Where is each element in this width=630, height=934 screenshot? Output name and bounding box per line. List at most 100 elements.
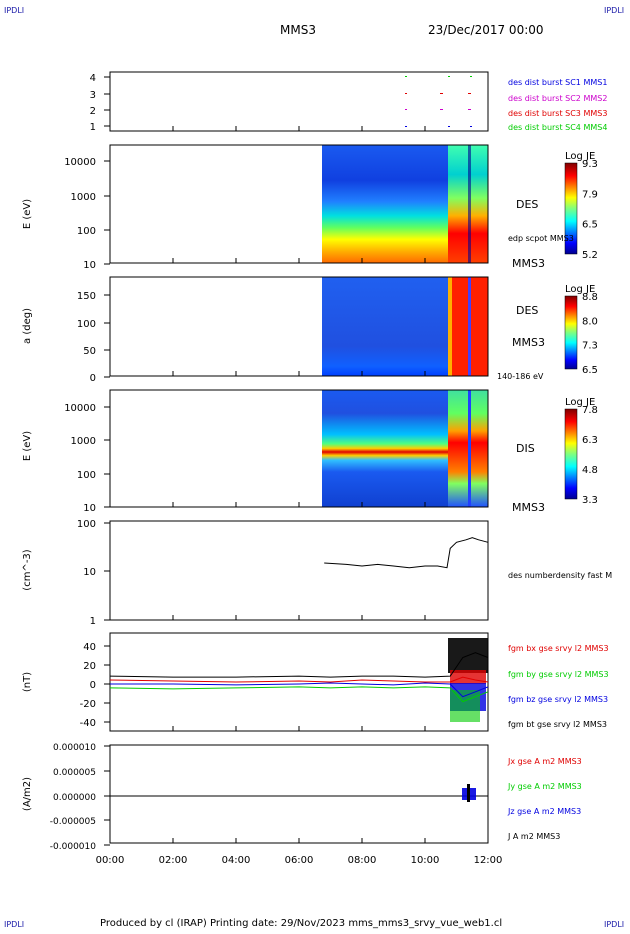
panel-burst [109,71,489,132]
xtick-label: 08:00 [348,855,377,866]
desE-colorbar-tick: 7.9 [582,189,598,200]
cur-ytick-label: 0.000005 [53,768,96,778]
desP-ytick-label: 100 [77,319,96,330]
cur-legend-entry: Jx gse A m2 MMS3 [507,757,582,766]
fgm-noise-red [450,670,486,684]
fgm-ytick-label: -20 [80,699,96,710]
xtick-label: 12:00 [474,855,503,866]
fgm-legend-entry: fgm bx gse srvy l2 MMS3 [508,644,609,653]
fgm-legend-entry: fgm by gse srvy l2 MMS3 [508,670,609,679]
dens-legend-entry: des numberdensity fast M [508,571,612,580]
disE-ylabel: E (eV) [22,431,33,461]
desP-ytick-label: 150 [77,291,96,302]
dens-ytick-label: 10 [83,567,96,578]
fgm-series-line [109,686,489,703]
disE-ytick-label: 1000 [71,436,96,447]
panel-dis-energy [109,389,489,508]
desE-side-label: edp scpot MMS3 [508,234,574,243]
desE-side-label: MMS3 [512,257,545,270]
dens-ytick-label: 100 [77,519,96,530]
desP-side-label: DES [516,304,538,317]
colorbar-des-pitch [564,295,578,370]
cur-ytick-label: -0.000005 [50,817,96,827]
cur-ylabel: (A/m2) [22,777,33,811]
burst-ytick-label: 3 [90,90,96,101]
fgm-noise-green [450,690,480,722]
fgm-series-line [109,652,489,678]
dens-ylabel: (cm^-3) [22,549,33,590]
fgm-legend-entry: fgm bt gse srvy l2 MMS3 [508,720,607,729]
corner-label-top-right: IPDLI [604,6,625,15]
desP-colorbar-title: Log JE [565,284,595,295]
panel-density [109,520,489,621]
disE-side-label: MMS3 [512,501,545,514]
fgm-ytick-label: 40 [83,642,96,653]
disE-colorbar-tick: 3.3 [582,495,598,506]
disE-colorbar-tick: 4.8 [582,465,598,476]
xtick-label: 02:00 [159,855,188,866]
cur-ytick-label: 0.000000 [53,793,96,803]
fgm-legend-entry: fgm bz gse srvy l2 MMS3 [508,695,608,704]
desP-colorbar-tick: 7.3 [582,341,598,352]
corner-label-bottom-left: IPDLI [4,920,25,929]
panel-current [109,744,489,844]
desE-colorbar-tick: 5.2 [582,250,598,261]
cur-ytick-label: -0.000010 [50,842,96,852]
burst-legend-entry: des dist burst SC1 MMS1 [508,78,607,87]
desE-ylabel: E (eV) [22,199,33,229]
burst-legend-entry: des dist burst SC3 MMS3 [508,109,607,118]
fgm-series-line [109,676,489,683]
fgm-ytick-label: -40 [80,718,96,729]
disE-colorbar-title: Log JE [565,397,595,408]
desP-side-label: 140-186 eV [497,372,544,381]
burst-ytick-label: 2 [90,106,96,117]
fgm-ytick-label: 20 [83,661,96,672]
burst-ytick-label: 4 [90,73,96,84]
desP-ytick-label: 50 [83,346,96,357]
burst-legend-entry: des dist burst SC2 MMS2 [508,94,607,103]
density-series-line [324,537,489,569]
desP-side-label: MMS3 [512,336,545,349]
corner-label-top-left: IPDLI [4,6,25,15]
xtick-label: 04:00 [222,855,251,866]
desP-colorbar-tick: 8.8 [582,292,598,303]
desP-colorbar-tick: 8.0 [582,316,598,327]
disE-ytick-label: 100 [77,470,96,481]
disE-ytick-label: 10000 [64,403,96,414]
fgm-ytick-label: 0 [90,680,96,691]
desP-colorbar-tick: 6.5 [582,365,598,376]
disE-colorbar-tick: 6.3 [582,435,598,446]
xtick-label: 10:00 [411,855,440,866]
desP-ytick-label: 0 [90,373,96,384]
desE-colorbar-tick: 6.5 [582,220,598,231]
colorbar-dis-energy [564,408,578,500]
cur-legend-entry: Jy gse A m2 MMS3 [507,782,582,791]
desE-colorbar-tick: 9.3 [582,159,598,170]
desE-ytick-label: 10 [83,260,96,271]
desP-ylabel: a (deg) [22,308,33,344]
desE-ytick-label: 100 [77,226,96,237]
corner-label-bottom-right: IPDLI [604,920,625,929]
xtick-label: 06:00 [285,855,314,866]
desE-side-label: DES [516,198,538,211]
burst-ytick-label: 1 [90,122,96,133]
cur-legend-entry: Jz gse A m2 MMS3 [507,807,581,816]
disE-ytick-label: 10 [83,503,96,514]
burst-markers [405,76,472,127]
cur-ytick-label: 0.000010 [53,743,96,753]
desE-ytick-label: 1000 [71,192,96,203]
fgm-ylabel: (nT) [22,672,33,692]
disE-side-label: DIS [516,442,535,455]
desE-colorbar-title: Log JE [565,151,595,162]
dens-ytick-label: 1 [90,616,96,627]
date-title: 23/Dec/2017 00:00 [428,23,544,37]
fgm-series-line [110,682,489,698]
panel-des-pitch [109,276,489,377]
desE-ytick-label: 10000 [64,157,96,168]
footer-text: Produced by cl (IRAP) Printing date: 29/… [100,918,503,929]
spacecraft-title: MMS3 [280,23,316,37]
xtick-label: 00:00 [96,855,125,866]
disE-colorbar-tick: 7.8 [582,405,598,416]
cur-legend-entry: J A m2 MMS3 [507,832,560,841]
